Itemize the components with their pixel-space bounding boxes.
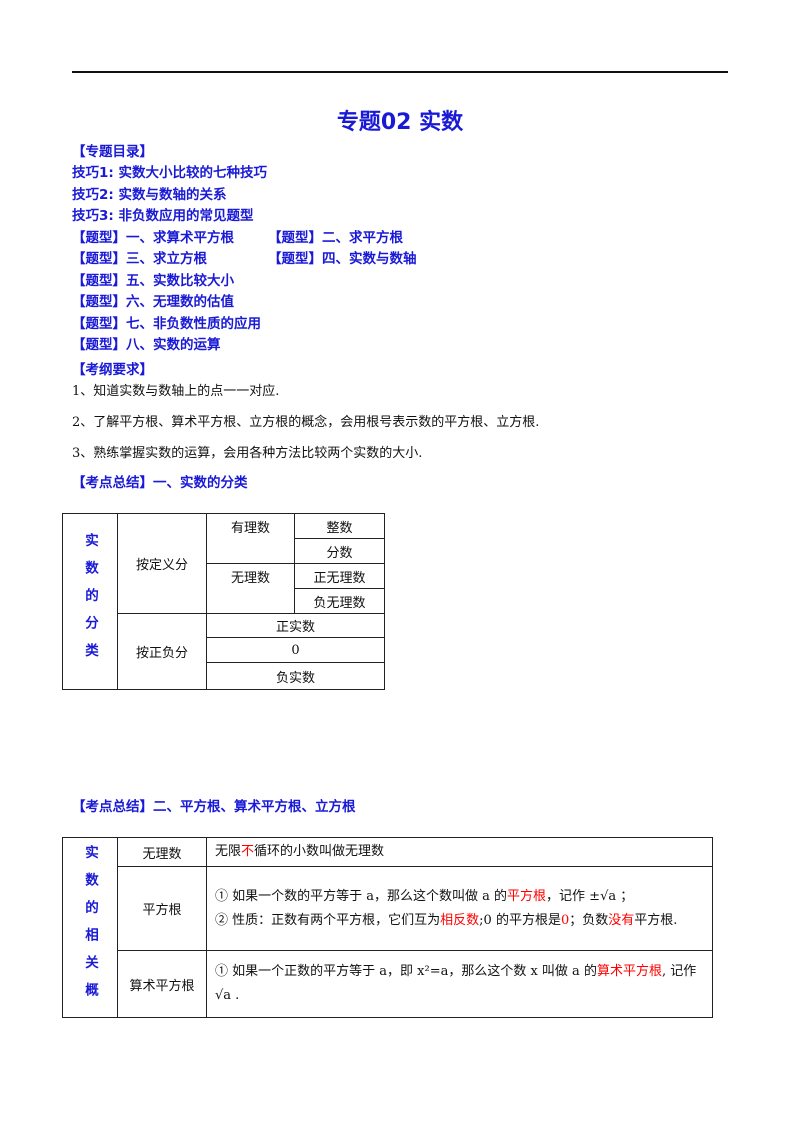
content: 无限不循环的小数叫做无理数	[206, 837, 713, 867]
highlight: 算术平方根	[596, 964, 662, 979]
text: 平方根.	[634, 912, 678, 928]
cell: 无理数	[206, 563, 295, 614]
classification-table: 实数的分类 按定义分 有理数 整数 分数 无理数 正无理数 负无理数 按正负分 …	[62, 513, 385, 690]
cell: 0	[206, 637, 385, 663]
term: 无理数	[117, 837, 207, 867]
highlight: 平方根	[507, 888, 547, 904]
text: 无限	[215, 844, 242, 859]
paragraph: 无限不循环的小数叫做无理数	[215, 840, 704, 864]
toc-row: 【题型】八、实数的运算	[72, 333, 732, 355]
cell: 负实数	[206, 662, 385, 690]
title: 专题02 实数	[336, 110, 464, 135]
row: 实数的相关概 无理数 无限不循环的小数叫做无理数	[62, 837, 713, 1018]
top-rule	[72, 71, 728, 73]
toc-skill: 技巧1: 实数大小比较的七种技巧	[72, 165, 267, 181]
highlight: 相反数	[440, 912, 480, 928]
paragraph: ① 如果一个数的平方等于 a，那么这个数叫做 a 的平方根，记作 ±√a ；	[215, 885, 704, 909]
highlight: 0	[560, 912, 570, 928]
toc-row: 【题型】五、实数比较大小	[72, 269, 732, 291]
row: 算术平方根 ① 如果一个正数的平方等于 a，即 x²=a，那么这个数 x 叫做 a…	[63, 950, 713, 1018]
paragraph: ① 如果一个正数的平方等于 a，即 x²=a，那么这个数 x 叫做 a 的算术平…	[215, 960, 704, 1008]
section-heading: 【考点总结】一、实数的分类	[72, 475, 248, 491]
cell: 分数	[294, 538, 385, 564]
text: ① 如果一个数的平方等于 a，那么这个数叫做 a 的	[215, 888, 508, 904]
toc-row: 【题型】三、求立方根 【题型】四、实数与数轴	[72, 247, 732, 269]
toc-row: 【题型】七、非负数性质的应用	[72, 312, 732, 334]
cell: 正实数	[206, 613, 385, 638]
toc-type: 【题型】四、实数与数轴	[268, 251, 417, 267]
text: ;0 的平方根是	[479, 912, 561, 928]
req-heading: 【考纲要求】	[72, 362, 153, 378]
toc-heading: 【专题目录】	[72, 144, 153, 160]
cell: 正无理数	[294, 563, 385, 589]
toc-type: 【题型】一、求算术平方根	[72, 229, 234, 246]
cell: 负无理数	[294, 588, 385, 614]
req-item: 2、了解平方根、算术平方根、立方根的概念，会用根号表示数的平方根、立方根.	[72, 415, 540, 430]
cell: 有理数	[206, 513, 295, 564]
section-heading: 【考点总结】二、平方根、算术平方根、立方根	[72, 799, 356, 815]
req-item: 1、知道实数与数轴上的点一一对应.	[72, 384, 280, 399]
side-label: 实数的分类	[62, 513, 118, 690]
cell: 按正负分	[117, 613, 207, 690]
toc-type: 【题型】八、实数的运算	[72, 337, 221, 353]
content: ① 如果一个正数的平方等于 a，即 x²=a，那么这个数 x 叫做 a 的算术平…	[206, 950, 713, 1018]
text: ② 性质：正数有两个平方根，它们互为	[215, 912, 441, 928]
term: 算术平方根	[117, 950, 207, 1018]
toc-skill: 技巧3: 非负数应用的常见题型	[72, 208, 254, 224]
req-item: 3、熟练掌握实数的运算，会用各种方法比较两个实数的大小.	[72, 446, 423, 461]
toc-type: 【题型】五、实数比较大小	[72, 272, 234, 289]
content: ① 如果一个数的平方等于 a，那么这个数叫做 a 的平方根，记作 ±√a ； ② …	[206, 866, 713, 951]
toc-type: 【题型】二、求平方根	[268, 229, 403, 246]
text: ① 如果一个正数的平方等于 a，即 x²=a，那么这个数 x 叫做 a 的	[215, 964, 597, 979]
concepts-table: 实数的相关概 无理数 无限不循环的小数叫做无理数 平方根 ① 如果一个数的平方等于 a，…	[62, 837, 713, 1018]
text: 循环的小数叫做无理数	[254, 844, 385, 859]
term: 平方根	[117, 866, 207, 951]
toc: 【专题目录】技巧1: 实数大小比较的七种技巧 技巧2: 实数与数轴的关系技巧3: …	[72, 140, 732, 355]
toc-type: 【题型】六、无理数的估值	[72, 294, 234, 310]
toc-skill: 技巧2: 实数与数轴的关系	[72, 186, 227, 203]
requirements: 【考纲要求】 1、知道实数与数轴上的点一一对应. 2、了解平方根、算术平方根、立方根…	[72, 358, 752, 473]
text: ；负数	[569, 912, 609, 928]
toc-type: 【题型】三、求立方根	[72, 251, 207, 267]
highlight: 没有	[608, 912, 635, 928]
cell: 整数	[294, 513, 385, 539]
highlight: 不	[241, 844, 255, 859]
text: , 记作 √a .	[215, 964, 697, 1003]
toc-row: 【题型】六、无理数的估值	[72, 290, 732, 312]
paragraph: ② 性质：正数有两个平方根，它们互为相反数;0 的平方根是0；负数没有平方根.	[215, 909, 704, 933]
side-label: 实数的相关概	[62, 837, 118, 1018]
cell: 按定义分	[117, 513, 207, 614]
toc-type: 【题型】七、非负数性质的应用	[72, 315, 261, 332]
row: 平方根 ① 如果一个数的平方等于 a，那么这个数叫做 a 的平方根，记作 ±√a …	[63, 866, 713, 951]
toc-row: 【题型】一、求算术平方根 【题型】二、求平方根	[72, 226, 732, 248]
text: ，记作 ±√a ；	[546, 888, 634, 904]
